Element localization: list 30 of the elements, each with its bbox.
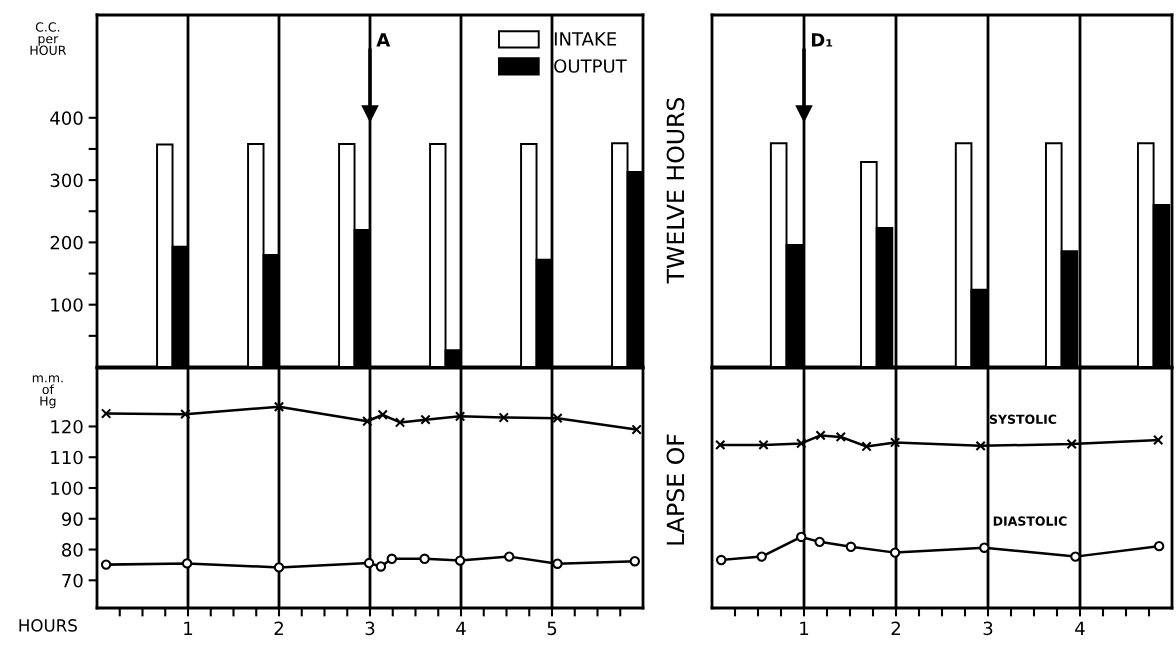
x-tick-label: 3 <box>365 621 375 636</box>
x-tick-label: 2 <box>891 621 900 635</box>
legend-label: INTAKE <box>554 32 617 46</box>
y-tick-label: 80 <box>62 543 83 557</box>
x-tick-label: 1 <box>184 621 193 635</box>
y-tick-label: 110 <box>51 450 83 465</box>
x-tick-label: 4 <box>1075 621 1085 635</box>
y-axis-title: m.m. of Hg <box>32 375 63 409</box>
y-tick-label: 100 <box>51 298 83 312</box>
x-tick-label: 3 <box>983 621 993 636</box>
text: LAPSE OF <box>666 434 685 545</box>
x-axis-title: HOURS <box>19 619 77 632</box>
x-tick-label: 4 <box>456 621 466 635</box>
y-axis-title: C.C. per HOUR <box>30 22 67 55</box>
text: TWELVE HOURS <box>666 97 685 284</box>
y-tick-label: 90 <box>61 512 83 526</box>
series-label: DIASTOLIC <box>993 516 1067 526</box>
x-tick-label: 5 <box>547 621 557 636</box>
y-tick-label: 200 <box>50 235 83 250</box>
y-tick-label: 400 <box>50 111 83 125</box>
y-tick-label: 100 <box>51 481 83 496</box>
ref-line-label: D₁ <box>811 33 833 47</box>
ref-line-label: A <box>376 33 391 47</box>
y-tick-label: 120 <box>51 419 83 434</box>
series-label: SYSTOLIC <box>989 414 1057 424</box>
legend-label: OUTPUT <box>554 59 627 73</box>
y-tick-label: 70 <box>62 573 83 588</box>
y-tick-label: 300 <box>50 173 83 188</box>
x-tick-label: 2 <box>274 621 283 635</box>
x-tick-label: 1 <box>800 621 809 635</box>
